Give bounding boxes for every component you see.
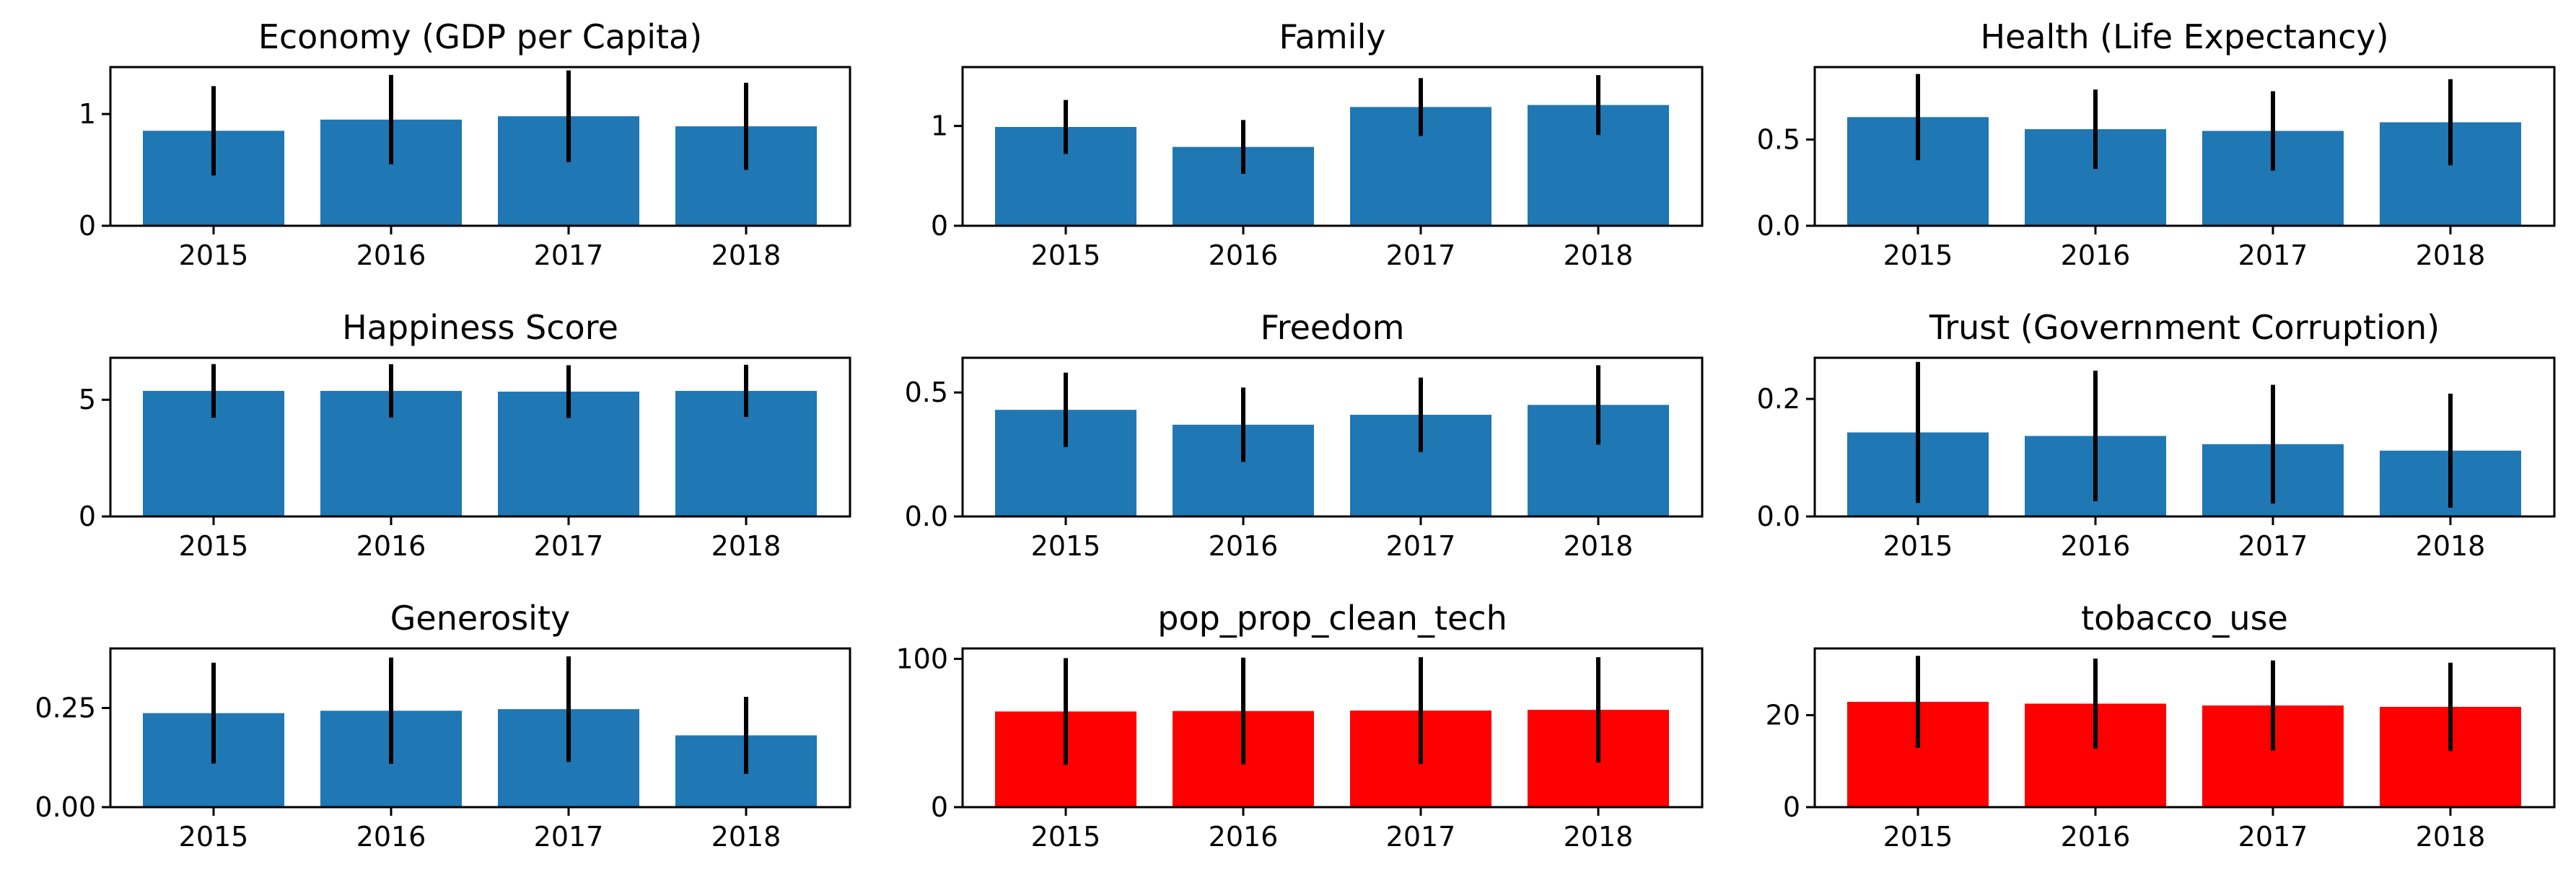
y-tick-label: 0.0	[1757, 210, 1800, 242]
axes-frame	[109, 647, 851, 809]
x-tick-label: 2018	[2416, 530, 2486, 562]
panel-title: Health (Life Expectancy)	[1980, 17, 2388, 56]
x-tick-label: 2018	[1564, 239, 1634, 271]
x-tick-label: 2016	[1209, 821, 1279, 853]
axes-frame	[1813, 356, 2556, 518]
x-tick-label: 2015	[1883, 239, 1953, 271]
x-tick-label: 2017	[1386, 530, 1456, 562]
chart-panel-6: Trust (Government Corruption) 2015 2016 201…	[1757, 308, 2556, 562]
y-tick-label: 0.2	[1757, 383, 1800, 415]
x-tick-label: 2015	[179, 821, 249, 853]
y-tick-label: 0	[931, 791, 948, 823]
x-tick-label: 2018	[711, 821, 781, 853]
x-tick-label: 2018	[2416, 239, 2486, 271]
x-tick-label: 2015	[179, 239, 249, 271]
chart-panel-4: Happiness Score 2015 2016 2017 2018 0 5	[79, 308, 851, 562]
x-tick-label: 2015	[1883, 530, 1953, 562]
chart-panel-2: Family 2015 2016 2017 2018 0 1	[931, 17, 1704, 271]
panel-title: Generosity	[390, 599, 570, 638]
x-tick-label: 2016	[356, 239, 426, 271]
chart-panel-1: Economy (GDP per Capita) 2015 2016 2017 2018…	[79, 17, 851, 271]
panel-title: Economy (GDP per Capita)	[258, 17, 702, 56]
y-tick-label: 0.5	[905, 377, 948, 408]
chart-panel-7: Generosity 2015 2016 2017 2018 0.00 0.25	[35, 599, 851, 853]
y-tick-label: 0.25	[35, 692, 96, 724]
axes-frame	[109, 66, 851, 227]
y-tick-label: 0	[79, 210, 96, 242]
y-tick-label: 0.0	[905, 501, 948, 532]
axes-frame	[961, 66, 1704, 227]
x-tick-label: 2016	[1209, 239, 1279, 271]
axes-frame	[961, 356, 1704, 518]
y-tick-label: 0.5	[1757, 123, 1800, 155]
axes-frame	[1813, 647, 2556, 809]
x-tick-label: 2015	[1031, 239, 1101, 271]
x-tick-label: 2016	[2061, 239, 2131, 271]
x-tick-label: 2017	[534, 821, 604, 853]
y-tick-label: 100	[895, 643, 948, 674]
axes-frame	[1813, 66, 2556, 227]
panel-title: Family	[1279, 17, 1385, 56]
chart-panel-8: pop_prop_clean_tech 2015 2016 2017 2018 0 100	[895, 599, 1704, 853]
x-tick-label: 2015	[1883, 821, 1953, 853]
y-tick-label: 20	[1766, 699, 1800, 731]
y-tick-label: 1	[79, 98, 96, 130]
y-tick-label: 0.0	[1757, 501, 1800, 532]
panel-title: Happiness Score	[342, 308, 618, 347]
axes-frame	[961, 647, 1704, 809]
x-tick-label: 2016	[356, 821, 426, 853]
x-tick-label: 2016	[1209, 530, 1279, 562]
x-tick-label: 2017	[2238, 239, 2308, 271]
x-tick-label: 2018	[711, 239, 781, 271]
chart-panel-5: Freedom 2015 2016 2017 2018 0.0 0.5	[905, 308, 1704, 562]
y-tick-label: 5	[79, 384, 96, 415]
chart-panel-3: Health (Life Expectancy) 2015 2016 2017 2018…	[1757, 17, 2556, 271]
y-tick-label: 0.00	[35, 791, 96, 823]
x-tick-label: 2016	[2061, 530, 2131, 562]
y-tick-label: 0	[931, 210, 948, 242]
x-tick-label: 2017	[1386, 821, 1456, 853]
panel-title: Trust (Government Corruption)	[1929, 308, 2440, 347]
panel-title: tobacco_use	[2081, 599, 2288, 638]
x-tick-label: 2017	[1386, 239, 1456, 271]
x-tick-label: 2018	[1564, 530, 1634, 562]
panel-title: pop_prop_clean_tech	[1157, 599, 1507, 638]
x-tick-label: 2018	[2416, 821, 2486, 853]
x-tick-label: 2017	[534, 530, 604, 562]
axes-frame	[109, 356, 851, 518]
y-tick-label: 0	[1783, 791, 1800, 823]
x-tick-label: 2017	[2238, 821, 2308, 853]
x-tick-label: 2018	[711, 530, 781, 562]
x-tick-label: 2018	[1564, 821, 1634, 853]
panel-title: Freedom	[1261, 308, 1405, 347]
x-tick-label: 2016	[2061, 821, 2131, 853]
y-tick-label: 0	[79, 501, 96, 532]
x-tick-label: 2017	[2238, 530, 2308, 562]
x-tick-label: 2015	[179, 530, 249, 562]
x-tick-label: 2015	[1031, 530, 1101, 562]
x-tick-label: 2015	[1031, 821, 1101, 853]
y-tick-label: 1	[931, 110, 948, 142]
x-tick-label: 2016	[356, 530, 426, 562]
x-tick-label: 2017	[534, 239, 604, 271]
chart-panel-9: tobacco_use 2015 2016 2017 2018 0 20	[1766, 599, 2556, 853]
